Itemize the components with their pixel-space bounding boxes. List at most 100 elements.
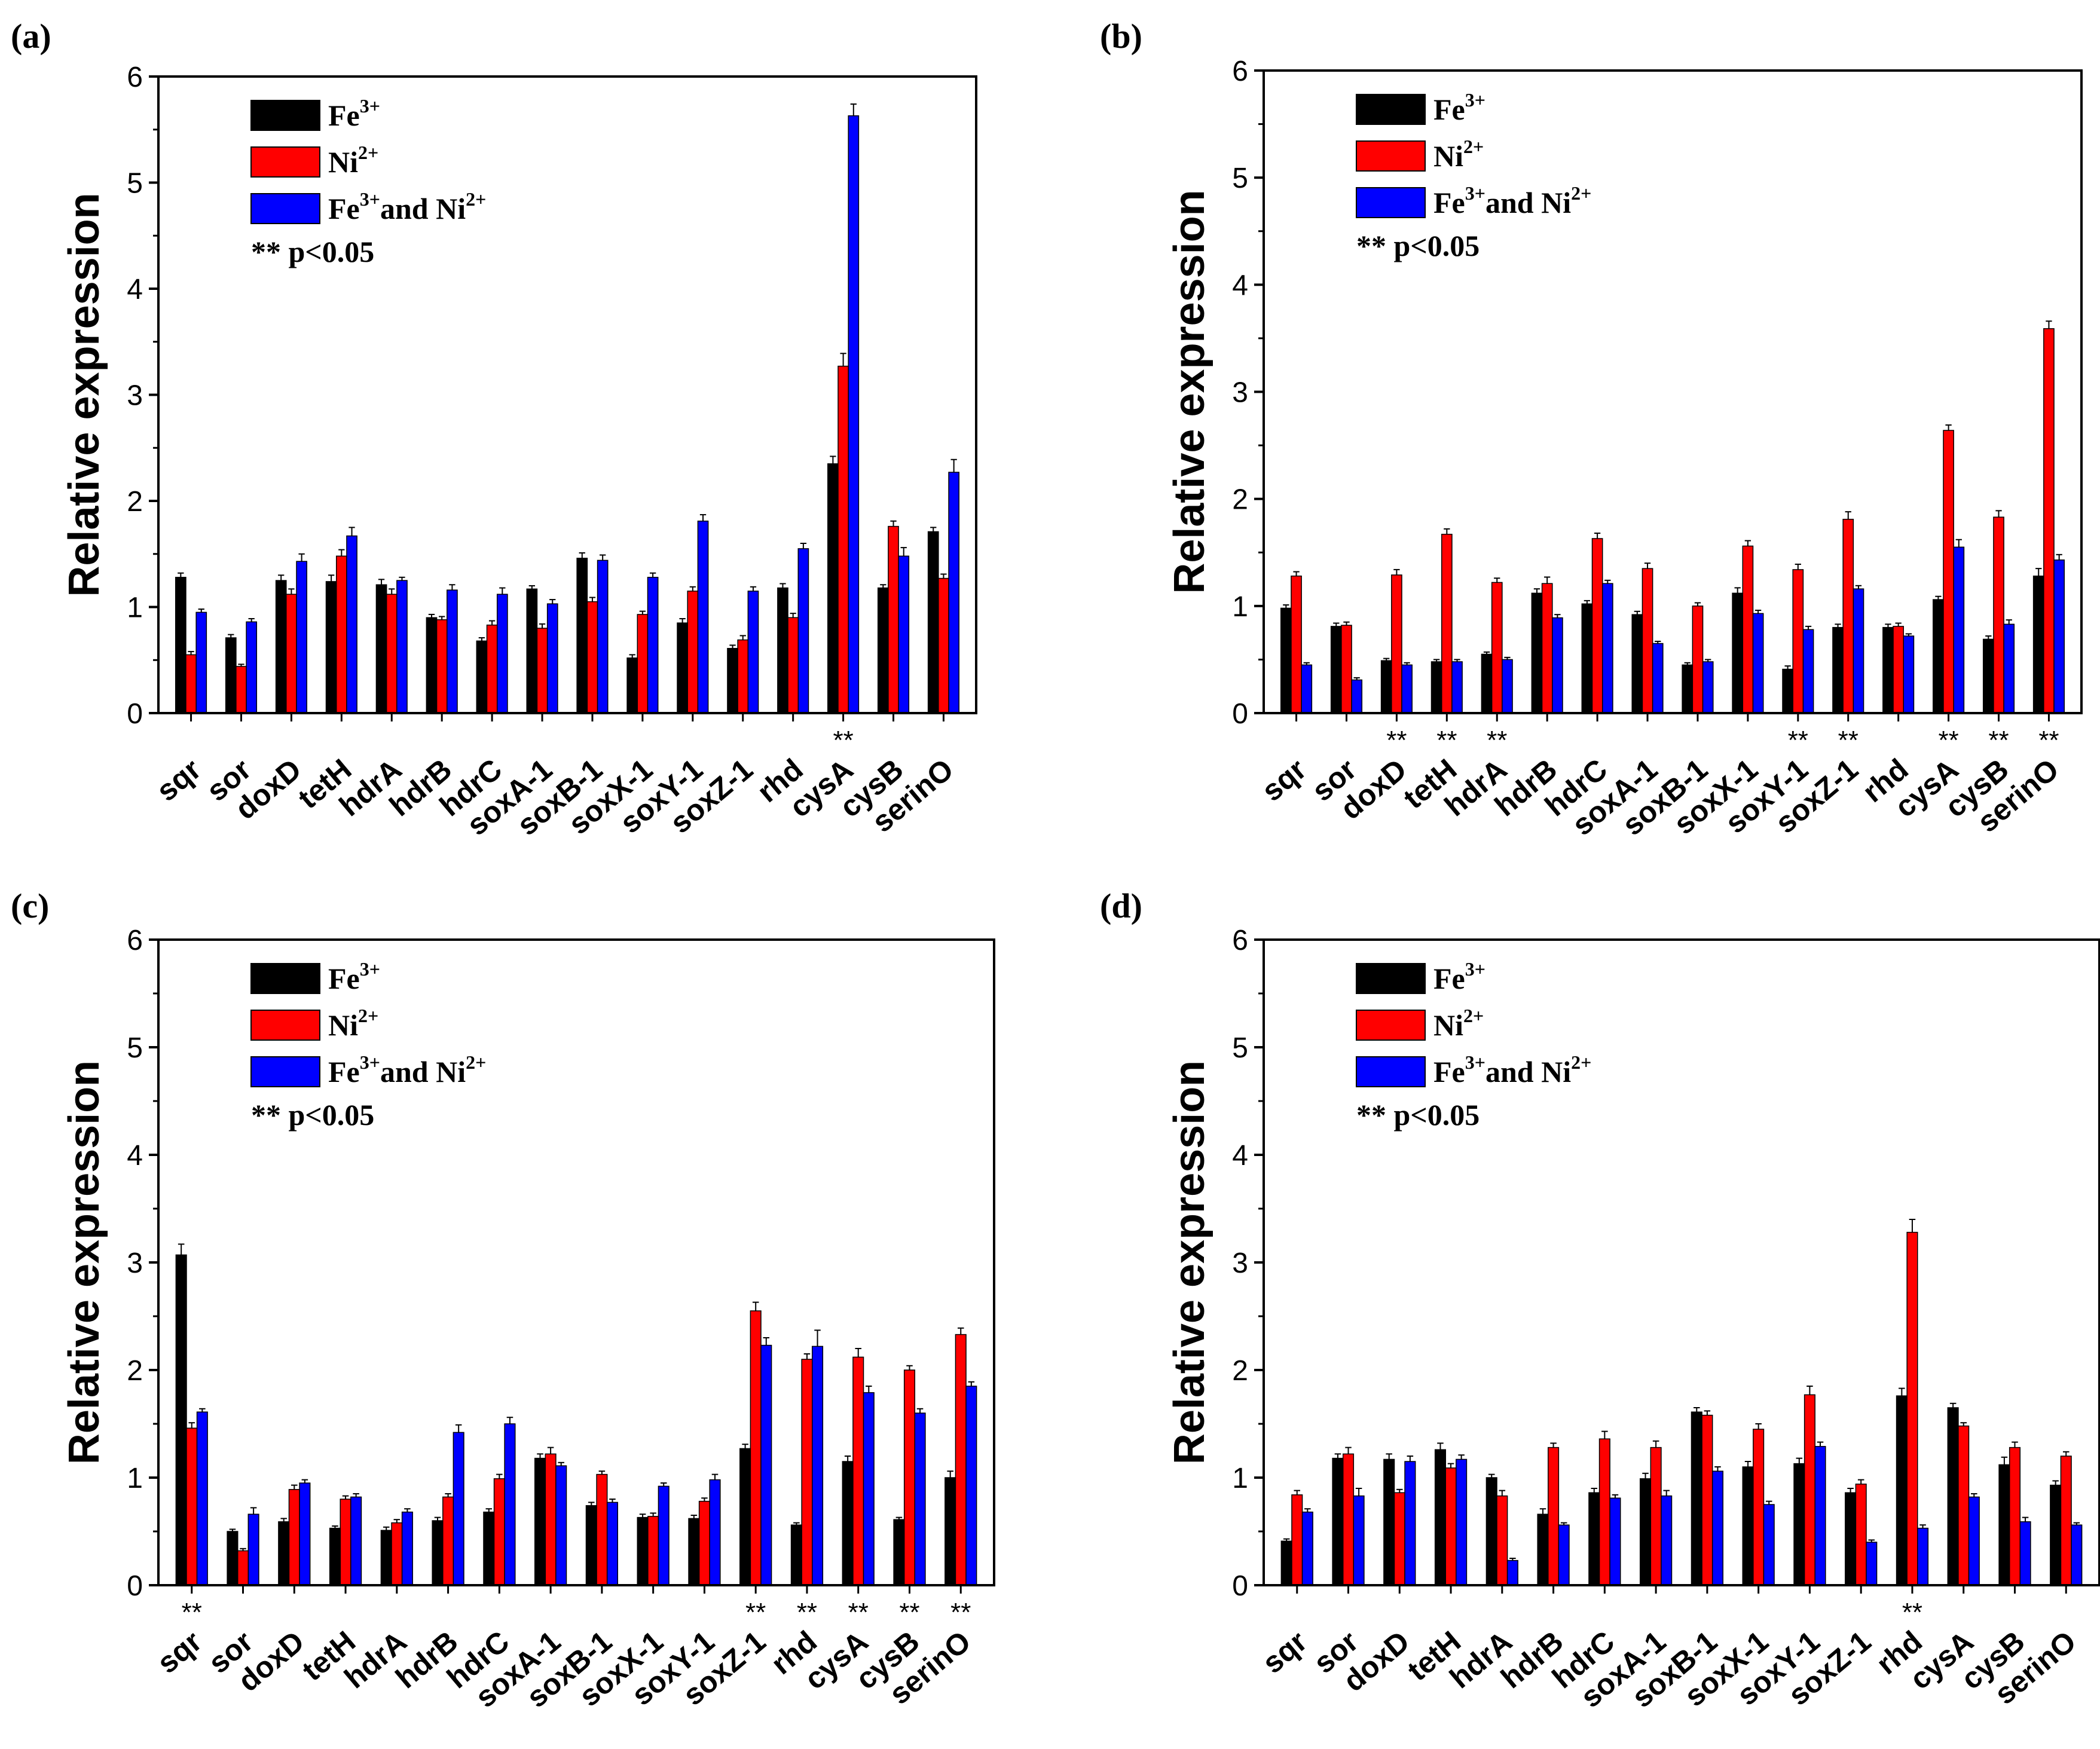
y-axis-label: Relative expression (1166, 189, 1213, 594)
bar (893, 1519, 905, 1586)
y-axis-label: Relative expression (1166, 1060, 1213, 1464)
y-tick-label: 5 (1232, 1032, 1248, 1064)
significance-mark: ** (950, 1598, 971, 1627)
y-tick-label: 1 (1232, 1463, 1248, 1494)
legend-label-mid: and Ni (1485, 186, 1571, 219)
bar (1558, 1524, 1570, 1586)
bar (275, 580, 287, 714)
significance-mark: ** (1938, 726, 1958, 755)
bar (842, 1461, 854, 1586)
bar (1491, 582, 1503, 714)
bar (1845, 1492, 1857, 1586)
legend-label-base: Fe (1433, 186, 1465, 219)
bar (877, 587, 889, 714)
y-tick-label: 0 (1232, 1570, 1248, 1602)
bar (2053, 559, 2065, 714)
bar (391, 1522, 403, 1586)
bar (2043, 328, 2055, 714)
bar (236, 666, 247, 714)
bar (299, 1482, 311, 1586)
bar (597, 559, 609, 714)
legend-label-sup: 3+ (1465, 958, 1485, 980)
y-tick-label: 0 (127, 1570, 143, 1602)
legend-label-base: Fe (1433, 962, 1465, 995)
bar (1814, 1446, 1826, 1586)
x-tick-label: sqr (151, 1625, 208, 1680)
bar (709, 1479, 721, 1586)
y-tick-label: 2 (127, 486, 143, 518)
legend-label: Fe3+and Ni2+ (328, 188, 486, 225)
legend-label-sup: 2+ (358, 142, 378, 163)
bar (1752, 613, 1764, 714)
bar (2050, 1484, 2062, 1586)
y-tick-label: 3 (1232, 1247, 1248, 1279)
legend-label-base: Ni (1433, 139, 1463, 173)
bar (1353, 1495, 1365, 1586)
bar (1916, 1527, 1929, 1586)
bar (898, 555, 910, 714)
bar (1702, 661, 1714, 714)
y-tick-label: 4 (1232, 270, 1248, 301)
bar (288, 1489, 300, 1586)
legend-label-sup2: 2+ (466, 188, 486, 210)
bar (1609, 1497, 1621, 1586)
bar (1982, 638, 1994, 714)
significance-mark: ** (1838, 726, 1858, 755)
bar (1598, 1438, 1610, 1586)
bar (555, 1465, 567, 1586)
bar (1742, 1466, 1754, 1586)
legend-label-mid: and Ni (380, 1055, 466, 1088)
bar (1906, 1231, 1918, 1586)
bar (346, 535, 357, 714)
panel-label: (c) (11, 886, 49, 925)
bar (296, 561, 307, 714)
bar (1332, 1457, 1344, 1586)
y-tick-label: 3 (127, 380, 143, 412)
legend-swatch (250, 100, 320, 131)
significance-mark: ** (1487, 726, 1507, 755)
legend-swatch (1356, 187, 1426, 218)
legend: Fe3+Ni2+Fe3+and Ni2+** p<0.05 (1356, 958, 1591, 1132)
bar (1642, 568, 1653, 714)
bar (1993, 516, 2004, 714)
bar (1506, 1560, 1518, 1586)
bar (760, 1344, 772, 1586)
bar (1842, 518, 1854, 714)
bar (658, 1485, 670, 1586)
bar (2019, 1521, 2031, 1586)
legend-label-sup2: 2+ (1571, 182, 1591, 204)
legend-label: Fe3+ (1433, 89, 1485, 126)
legend-label-base: Fe (1433, 1055, 1465, 1088)
legend: Fe3+Ni2+Fe3+and Ni2+** p<0.05 (250, 958, 486, 1132)
bar (1652, 643, 1664, 714)
bar (2060, 1456, 2072, 1586)
bar (1404, 1461, 1416, 1586)
bar (1601, 583, 1613, 714)
bar (175, 577, 187, 714)
bar (777, 587, 788, 714)
x-tick-label: sqr (1255, 753, 1313, 808)
bar (325, 581, 337, 714)
bar (335, 555, 347, 714)
significance-mark: ** (833, 726, 853, 755)
bar (286, 594, 297, 714)
bar (1855, 1484, 1867, 1586)
legend-note: ** p<0.05 (1356, 229, 1480, 262)
bar (687, 591, 699, 714)
legend-swatch (250, 1056, 320, 1087)
bar (545, 1453, 557, 1586)
legend-label-base: Ni (1433, 1008, 1463, 1042)
bar (626, 657, 638, 714)
bar (486, 624, 498, 714)
bar (1301, 664, 1313, 714)
bar (1802, 629, 1814, 714)
bar (1896, 1395, 1908, 1586)
bar (225, 637, 237, 714)
bar (1391, 574, 1402, 714)
bar (1502, 659, 1513, 714)
bar (837, 365, 849, 714)
bar (727, 647, 738, 714)
legend-label-base: Fe (328, 99, 360, 132)
bar (442, 1496, 454, 1586)
